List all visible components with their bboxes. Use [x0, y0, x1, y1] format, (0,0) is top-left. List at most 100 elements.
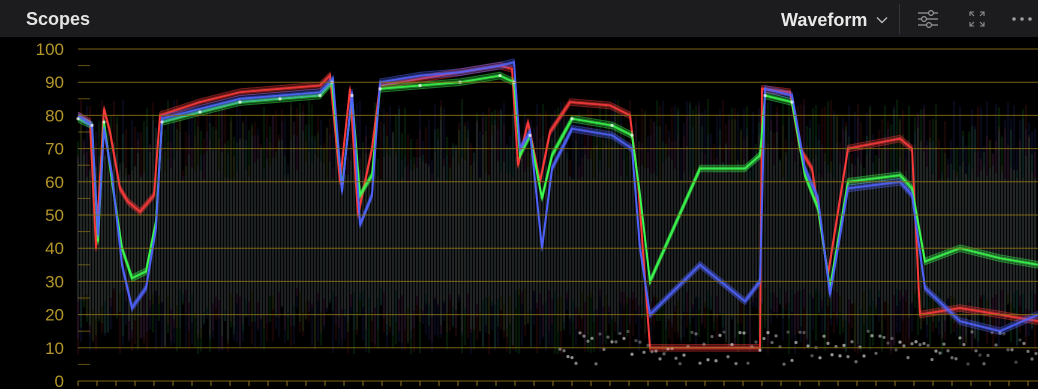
trace-highlight — [578, 331, 581, 334]
trace-highlight — [570, 117, 573, 120]
trace-highlight — [730, 343, 733, 346]
trace-highlight — [1010, 348, 1013, 351]
trace-highlight — [714, 359, 717, 362]
trace-highlight — [582, 335, 585, 338]
trace-highlight — [810, 354, 813, 357]
trace-highlight — [658, 357, 661, 360]
trace-highlight — [910, 342, 913, 345]
trace-highlight — [634, 339, 637, 342]
trace-highlight — [762, 337, 765, 340]
trace-highlight — [622, 337, 625, 340]
trace-highlight — [838, 354, 841, 357]
trace-highlight — [590, 337, 593, 340]
sliders-icon — [917, 10, 939, 28]
scale-label: 40 — [45, 239, 64, 258]
trace-highlight — [763, 94, 766, 97]
trace-highlight — [758, 349, 761, 352]
trace-highlight — [978, 354, 981, 357]
trace-highlight — [528, 134, 531, 137]
trace-highlight — [1018, 338, 1021, 341]
trace-highlight — [638, 341, 641, 344]
trace-highlight — [930, 358, 933, 361]
panel-title: Scopes — [26, 9, 90, 29]
trace-highlight — [894, 348, 897, 351]
trace-highlight — [770, 341, 773, 344]
trace-highlight — [942, 343, 945, 346]
trace-highlight — [970, 330, 973, 333]
trace-highlight — [734, 362, 737, 365]
scale-label: 10 — [45, 339, 64, 358]
trace-highlight — [718, 334, 721, 337]
trace-highlight — [606, 335, 609, 338]
trace-highlight — [846, 355, 849, 358]
more-options-button[interactable] — [1010, 5, 1038, 33]
trace-highlight — [418, 84, 421, 87]
trace-highlight — [614, 340, 617, 343]
trace-highlight — [574, 362, 577, 365]
trace-highlight — [1022, 342, 1025, 345]
trace-highlight — [938, 351, 941, 354]
trace-highlight — [90, 124, 93, 127]
scope-settings-button[interactable] — [913, 5, 943, 33]
trace-highlight — [954, 357, 957, 360]
scope-mode-dropdown[interactable]: Waveform — [781, 9, 888, 31]
trace-highlight — [682, 353, 685, 356]
trace-highlight — [610, 340, 613, 343]
trace-highlight — [662, 352, 665, 355]
trace-highlight — [870, 334, 873, 337]
trace-highlight — [742, 331, 745, 334]
trace-highlight — [1014, 361, 1017, 364]
trace-highlight — [754, 340, 757, 343]
trace-highlight — [570, 356, 573, 359]
trace-highlight — [830, 353, 833, 356]
trace-highlight — [706, 358, 709, 361]
trace-highlight — [598, 332, 601, 335]
trace-highlight — [798, 331, 801, 334]
trace-highlight — [826, 342, 829, 345]
expand-icon — [968, 10, 986, 28]
trace-highlight — [950, 356, 953, 359]
waveform-display: 100 90 80 70 60 50 40 30 20 10 0 — [0, 37, 1038, 389]
trace-highlight — [650, 350, 653, 353]
trace-highlight — [690, 331, 693, 334]
trace-highlight — [1026, 350, 1029, 353]
trace-highlight — [918, 343, 921, 346]
trace-highlight — [160, 120, 163, 123]
trace-highlight — [806, 344, 809, 347]
trace-highlight — [642, 351, 645, 354]
trace-highlight — [890, 337, 893, 340]
chevron-down-icon — [876, 16, 888, 24]
trace-highlight — [694, 332, 697, 335]
trace-highlight — [902, 344, 905, 347]
trace-highlight — [882, 336, 885, 339]
scale-label: 80 — [45, 106, 64, 125]
trace-highlight — [586, 340, 589, 343]
trace-highlight — [782, 363, 785, 366]
trace-highlight — [862, 354, 865, 357]
trace-highlight — [866, 330, 869, 333]
trace-highlight — [818, 356, 821, 359]
trace-highlight — [610, 124, 613, 127]
trace-highlight — [318, 94, 321, 97]
trace-highlight — [874, 352, 877, 355]
more-options-icon — [1010, 16, 1036, 22]
toolbar-divider — [899, 4, 900, 34]
trace-highlight — [630, 134, 633, 137]
trace-highlight — [886, 341, 889, 344]
trace-highlight — [198, 110, 201, 113]
trace-highlight — [926, 344, 929, 347]
trace-highlight — [594, 362, 597, 365]
trace-highlight — [786, 330, 789, 333]
trace-highlight — [726, 355, 729, 358]
trace-highlight — [854, 360, 857, 363]
trace-highlight — [986, 354, 989, 357]
trace-highlight — [766, 331, 769, 334]
trace-highlight — [566, 355, 569, 358]
trace-highlight — [790, 101, 793, 104]
trace-highlight — [702, 343, 705, 346]
expand-scope-button[interactable] — [962, 5, 992, 33]
trace-highlight — [998, 332, 1001, 335]
trace-highlight — [618, 332, 621, 335]
trace-highlight — [562, 349, 565, 352]
